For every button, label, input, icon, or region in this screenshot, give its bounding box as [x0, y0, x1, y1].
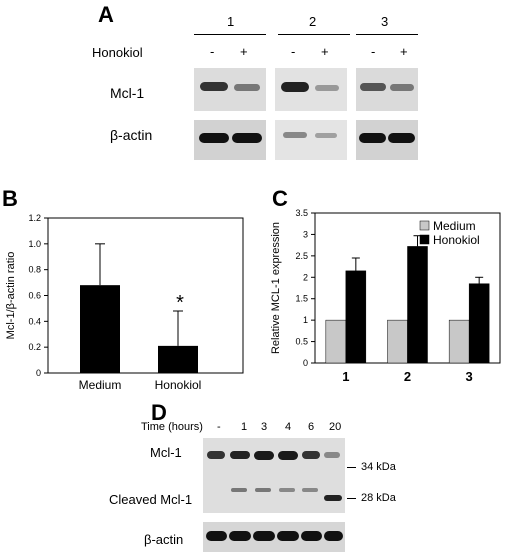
y-tick-label: 1.2	[28, 213, 41, 223]
time-4: 4	[285, 421, 292, 433]
legend-swatch	[419, 220, 430, 231]
bar	[407, 246, 428, 364]
time-5: 6	[308, 421, 315, 433]
legend-label: Honokiol	[433, 233, 480, 247]
y-tick-label: 0.6	[28, 291, 41, 301]
treatment-label: Honokiol	[92, 45, 143, 60]
significance-asterisk: *	[176, 292, 184, 314]
time-3: 3	[261, 421, 268, 433]
panel-b-letter: B	[2, 186, 18, 211]
blot-a-actin-group3	[356, 120, 418, 160]
y-tick-label: 3	[303, 229, 308, 239]
y-tick-label: 2	[303, 272, 308, 282]
bar	[80, 285, 120, 373]
y-tick-label: 0.4	[28, 316, 41, 326]
group-2-label: 2	[309, 14, 317, 29]
d-actin-label: β-actin	[144, 532, 184, 547]
blot-a-mcl1-group3	[356, 68, 418, 111]
panel-c-letter: C	[272, 186, 288, 211]
x-category-label: Medium	[79, 378, 122, 390]
sign-2: +	[240, 44, 248, 59]
y-tick-label: 0	[36, 368, 41, 378]
group-2-underline	[278, 34, 350, 35]
y-tick-label: 0	[303, 358, 308, 368]
blot-d-main	[203, 438, 345, 513]
sign-6: +	[400, 44, 408, 59]
time-2: 1	[241, 421, 248, 433]
y-tick-label: 1	[303, 315, 308, 325]
group-3-label: 3	[381, 14, 389, 29]
marker-34-label: 34 kDa	[361, 461, 396, 473]
y-tick-label: 1.5	[295, 294, 308, 304]
y-tick-label: 0.5	[295, 337, 308, 347]
marker-34-tick	[347, 467, 356, 468]
sign-3: -	[291, 44, 296, 59]
mcl1-row-label: Mcl-1	[110, 85, 145, 101]
marker-28-tick	[347, 498, 356, 499]
y-tick-label: 2.5	[295, 251, 308, 261]
time-label: Time (hours)	[141, 421, 203, 433]
blot-a-mcl1-group1	[194, 68, 266, 111]
sign-4: +	[321, 44, 329, 59]
y-axis-label: Mcl-1/β-actin ratio	[5, 252, 17, 340]
x-category-label: 2	[404, 369, 411, 384]
group-1-underline	[194, 34, 266, 35]
y-tick-label: 3.5	[295, 208, 308, 218]
d-mcl1-label: Mcl-1	[150, 445, 182, 460]
y-tick-label: 1.0	[28, 239, 41, 249]
blot-d-actin	[203, 522, 345, 552]
x-category-label: 1	[342, 369, 349, 384]
group-3-underline	[356, 34, 418, 35]
chart-c: 0 0.5 1 1.5 2 2.5 3 3.5 Relative MCL-1 expressio…	[270, 208, 501, 384]
y-tick-label: 0.8	[28, 265, 41, 275]
panel-a-letter: A	[98, 2, 114, 27]
legend-swatch	[419, 234, 430, 245]
x-category-label: 3	[466, 369, 473, 384]
plot-frame	[47, 217, 244, 374]
actin-row-label: β-actin	[110, 127, 153, 143]
bar	[158, 345, 198, 373]
sign-1: -	[210, 44, 215, 59]
sign-5: -	[371, 44, 376, 59]
bar	[345, 270, 367, 364]
group-1-label: 1	[227, 14, 235, 29]
bar	[468, 283, 490, 364]
legend-label: Medium	[433, 219, 476, 233]
bar	[325, 319, 347, 364]
blot-a-actin-group2	[275, 120, 347, 160]
blot-a-mcl1-group2	[275, 68, 347, 111]
bar	[387, 319, 408, 364]
marker-28-label: 28 kDa	[361, 492, 396, 504]
time-1: -	[217, 421, 221, 433]
x-category-label: Honokiol	[155, 378, 202, 390]
time-6: 20	[329, 421, 342, 433]
blot-a-actin-group1	[194, 120, 266, 160]
panel-d-letter: D	[151, 400, 167, 425]
y-axis-label: Relative MCL-1 expression	[270, 222, 282, 354]
d-cleaved-label: Cleaved Mcl-1	[109, 492, 193, 507]
y-tick-label: 0.2	[28, 342, 41, 352]
chart-b: 0 0.2 0.4 0.6 0.8 1.0 1.2 Mcl-1/β-actin ratio Me…	[5, 213, 244, 390]
bar	[448, 319, 470, 364]
